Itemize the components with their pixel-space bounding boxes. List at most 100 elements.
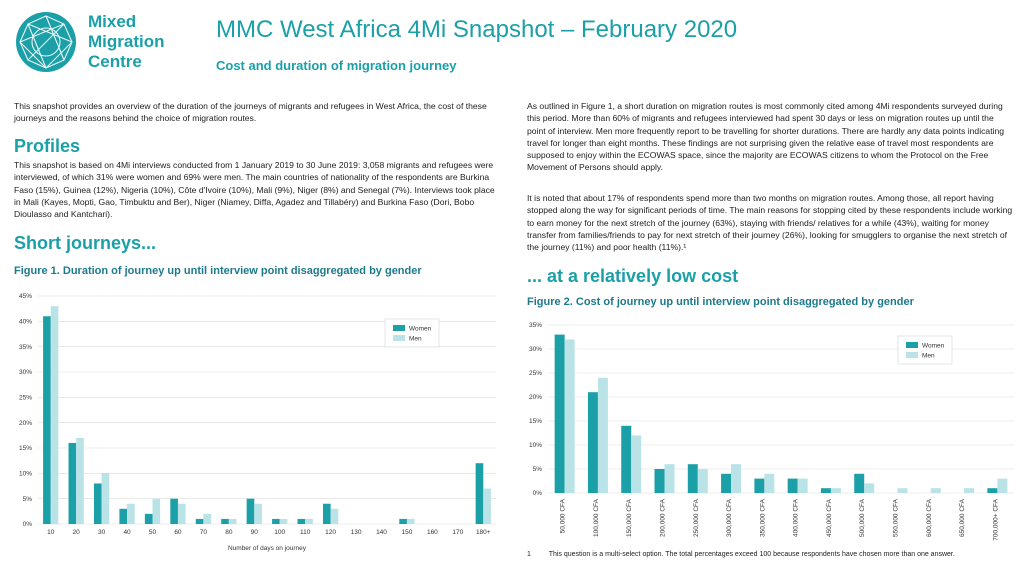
bar-men <box>50 306 59 524</box>
bar-men <box>697 469 708 493</box>
legend-label-men: Men <box>922 353 935 360</box>
y-tick-label: 15% <box>19 445 32 452</box>
y-tick-label: 0% <box>533 490 543 497</box>
x-tick-label: 100,000 CFA <box>593 498 600 537</box>
bar-men <box>830 488 841 493</box>
bar-women <box>587 392 598 493</box>
legend-swatch-men <box>393 335 405 341</box>
bar-men <box>897 488 908 493</box>
y-tick-label: 5% <box>23 496 33 503</box>
brand-line-1: Mixed <box>88 12 137 31</box>
x-tick-label: 10 <box>47 529 55 536</box>
legend-swatch-women <box>906 342 918 348</box>
x-tick-label: 120 <box>325 529 336 536</box>
bar-women <box>654 469 665 493</box>
x-tick-label: 80 <box>225 529 233 536</box>
bar-men <box>177 503 186 524</box>
y-tick-label: 20% <box>529 394 542 401</box>
bar-men <box>203 513 212 524</box>
x-tick-label: 300,000 CFA <box>726 498 733 537</box>
bar-women <box>554 334 565 493</box>
legend-box <box>384 318 440 348</box>
bar-women <box>820 488 831 493</box>
x-tick-label: 170 <box>452 529 463 536</box>
bar-men <box>127 503 135 524</box>
y-tick-label: 35% <box>529 322 542 329</box>
x-tick-label: 180+ <box>476 529 491 536</box>
bar-women <box>170 498 178 524</box>
analysis-paragraph-2: It is noted that about 17% of respondent… <box>527 193 1013 253</box>
bar-men <box>305 518 313 524</box>
bar-women <box>246 498 255 524</box>
x-tick-label: 50 <box>149 529 157 536</box>
bar-women <box>721 473 732 493</box>
bar-women <box>322 503 331 524</box>
page-subtitle: Cost and duration of migration journey <box>216 58 457 73</box>
x-tick-label: 20 <box>73 529 81 536</box>
intro-paragraph: This snapshot provides an overview of th… <box>14 101 487 124</box>
short-journeys-heading: Short journeys... <box>14 233 157 253</box>
x-tick-label: 110 <box>300 529 311 536</box>
x-tick-label: 140 <box>376 529 387 536</box>
x-tick-label: 550,000 CFA <box>893 498 900 537</box>
y-tick-label: 0% <box>23 521 33 528</box>
x-tick-label: 350,000 CFA <box>759 498 766 537</box>
x-tick-label: 60 <box>174 529 182 536</box>
bar-women <box>195 518 204 524</box>
low-cost-heading: ... at a relatively low cost <box>527 266 739 286</box>
bar-women <box>93 483 102 524</box>
x-tick-label: 200,000 CFA <box>660 498 667 537</box>
x-tick-label: 50,000 CFA <box>560 498 567 533</box>
chart-legend: Women Men <box>384 318 440 348</box>
footnote-number: 1 <box>527 551 531 558</box>
bar-men <box>279 518 288 524</box>
mmc-logo: Mixed Migration Centre <box>14 8 204 78</box>
y-tick-label: 40% <box>19 319 32 326</box>
x-tick-label: 600,000 CFA <box>926 498 933 537</box>
y-tick-label: 45% <box>19 293 32 300</box>
x-tick-label: 250,000 CFA <box>693 498 700 537</box>
x-tick-label: 650,000 CFA <box>959 498 966 537</box>
x-tick-label: 150,000 CFA <box>626 498 633 537</box>
figure-1-title: Figure 1. Duration of journey up until i… <box>14 265 422 277</box>
y-tick-label: 30% <box>19 369 32 376</box>
x-tick-label: 30 <box>98 529 106 536</box>
bar-women <box>754 478 765 493</box>
profiles-paragraph: This snapshot is based on 4Mi interviews… <box>14 160 495 220</box>
brand-line-2: Migration <box>88 32 165 51</box>
bar-women <box>221 518 229 524</box>
bar-women <box>144 513 153 524</box>
bar-men <box>597 377 608 493</box>
x-tick-label: 100 <box>274 529 285 536</box>
brand-wordmark: Mixed Migration Centre <box>88 12 165 72</box>
bar-men <box>997 478 1008 493</box>
x-tick-label: 90 <box>251 529 259 536</box>
page-title: MMC West Africa 4Mi Snapshot – February … <box>216 16 738 43</box>
bar-men <box>930 488 941 493</box>
figure-2-chart: 0% 5% 10% 15% 20% 25% 30% 35% 50,000 CFA 100,000 … <box>529 322 1014 541</box>
bar-men <box>631 435 642 493</box>
bar-men <box>228 518 237 524</box>
bar-women <box>687 464 698 493</box>
bar-women <box>297 518 306 524</box>
bar-men <box>964 488 975 493</box>
bar-women <box>787 478 798 493</box>
x-tick-label: 40 <box>123 529 131 536</box>
bar-men <box>797 478 808 493</box>
y-tick-label: 35% <box>19 344 32 351</box>
x-tick-label: 450,000 CFA <box>826 498 833 537</box>
bar-men <box>101 473 110 524</box>
bar-women <box>119 508 128 524</box>
figure-2-title: Figure 2. Cost of journey up until inter… <box>527 296 914 308</box>
bar-men <box>152 498 161 524</box>
bar-men <box>330 508 339 524</box>
legend-swatch-women <box>393 325 405 331</box>
bar-women <box>854 473 865 493</box>
bar-men <box>864 483 875 493</box>
bar-men <box>76 437 84 524</box>
bar-women <box>43 316 51 524</box>
x-tick-label: 160 <box>427 529 438 536</box>
x-tick-label: 700,000+ CFA <box>992 498 999 540</box>
footnote: 1 This question is a multi-select option… <box>527 551 955 558</box>
bar-women <box>272 518 280 524</box>
